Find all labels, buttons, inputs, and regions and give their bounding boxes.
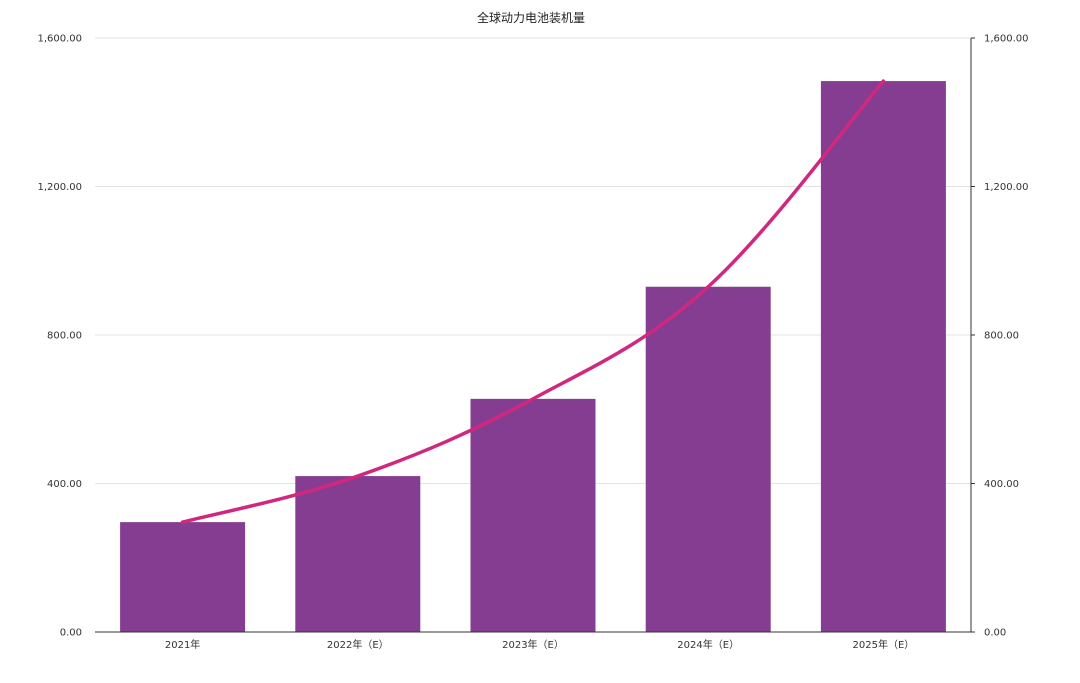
y-tick-label-left: 400.00 [47,479,82,490]
y-tick-label-right: 1,600.00 [984,34,1029,45]
y-tick-label-right: 0.00 [984,628,1006,639]
chart-title: 全球动力电池装机量 [477,10,585,25]
bar [645,286,771,632]
series-line [180,79,886,524]
label-layer: 0.00 0.00 400.00 400.00 800.00 800.00 1,200.00… [37,34,1028,652]
bar [470,398,596,632]
bar [820,81,946,632]
x-tick-label: 2021年 [165,638,200,651]
y-tick-label-right: 400.00 [984,479,1019,490]
y-tick-label-left: 1,600.00 [37,34,82,45]
y-tick-label-right: 1,200.00 [984,182,1029,193]
y-tick-label-left: 1,200.00 [37,182,82,193]
y-tick-label-left: 0.00 [60,628,82,639]
bar [120,522,246,632]
bar-layer [120,81,946,632]
y-tick-label-right: 800.00 [984,331,1019,342]
axis-layer [95,37,975,633]
line-layer [180,79,886,524]
x-tick-label: 2022年（E） [327,638,389,651]
x-tick-label: 2023年（E） [502,638,564,651]
x-tick-label: 2025年（E） [853,638,915,651]
x-tick-label: 2024年（E） [677,638,739,651]
y-tick-label-left: 800.00 [47,331,82,342]
bar [295,476,421,632]
